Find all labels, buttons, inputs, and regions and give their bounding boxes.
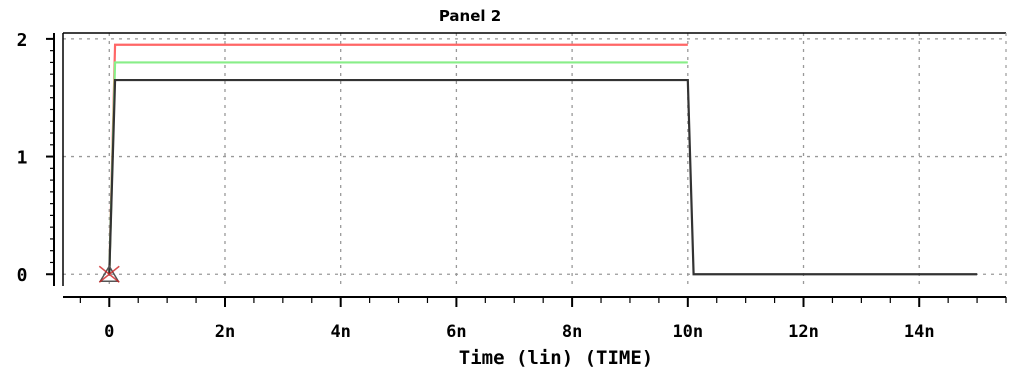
y-tick-label: 0 bbox=[17, 265, 28, 286]
x-tick-label: 8n bbox=[562, 322, 582, 342]
chart-title: Panel 2 bbox=[439, 7, 501, 25]
origin-triangle-marker bbox=[98, 264, 120, 282]
y-axis: 0 1 2 bbox=[17, 30, 55, 286]
x-tick-label: 4n bbox=[330, 322, 350, 342]
x-axis-label: Time (lin) (TIME) bbox=[459, 347, 653, 369]
series-line-3 bbox=[108, 78, 978, 276]
x-tick-label: 0 bbox=[104, 322, 114, 342]
y-tick-label: 2 bbox=[17, 30, 28, 51]
origin-marker-group bbox=[98, 264, 120, 283]
x-tick-label: 2n bbox=[215, 322, 235, 342]
x-axis: 0 2n 4n 6n 8n 10n 12n 14n bbox=[63, 296, 1007, 342]
x-tick-label: 6n bbox=[446, 322, 466, 342]
series-group bbox=[108, 43, 978, 276]
x-tick-label: 10n bbox=[672, 322, 703, 342]
series-line-2 bbox=[108, 61, 688, 275]
origin-x-marker bbox=[98, 265, 120, 283]
x-tick-label: 14n bbox=[904, 322, 935, 342]
y-tick-label: 1 bbox=[17, 148, 28, 169]
x-tick-label: 12n bbox=[788, 322, 819, 342]
plot-frame bbox=[62, 32, 1007, 286]
grid-lines bbox=[63, 33, 1006, 286]
